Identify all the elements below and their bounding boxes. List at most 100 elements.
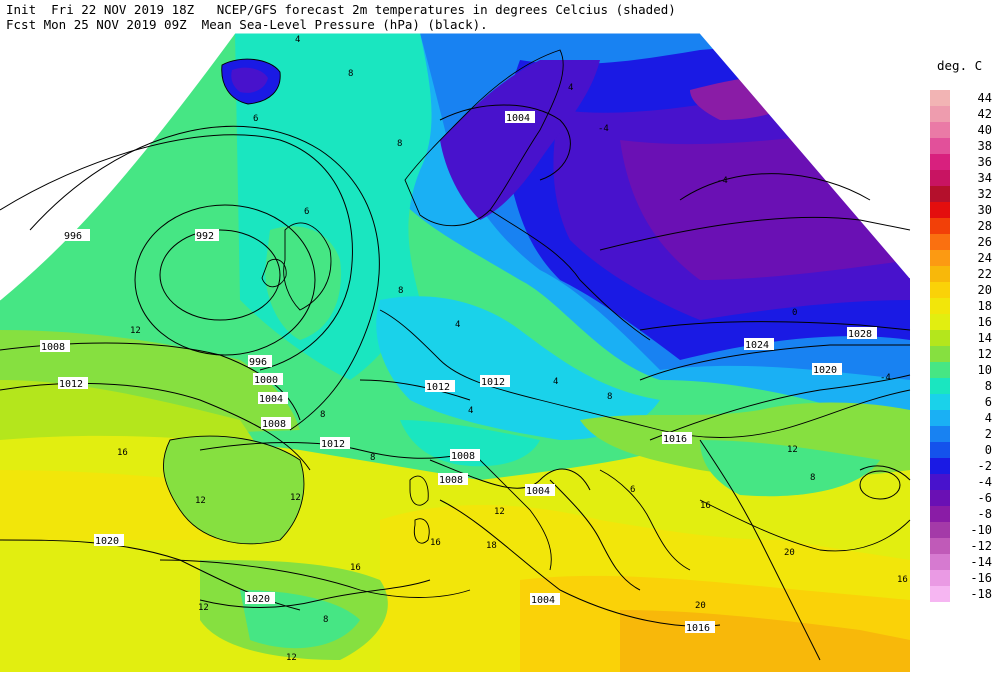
legend-swatch: [930, 298, 950, 314]
legend-swatch: [930, 186, 950, 202]
legend-title: deg. C: [937, 58, 983, 73]
legend-swatch: [930, 266, 950, 282]
legend-entry: 6: [930, 394, 1000, 410]
isobar-label: 1020: [246, 594, 270, 605]
temp-label: 6: [304, 207, 309, 217]
map-header-line1: Init Fri 22 NOV 2019 18Z NCEP/GFS foreca…: [6, 2, 676, 17]
temp-label: 16: [897, 575, 908, 585]
isobar-label: 1008: [451, 451, 475, 462]
legend-entry: 0: [930, 442, 1000, 458]
temperature-labels: 4 8 6 8 6 12 4 8 4 12 12 8 4 8 16 -4 -4 …: [117, 35, 908, 663]
legend-entry: -2: [930, 458, 1000, 474]
temp-label: 8: [320, 410, 325, 420]
legend-entry: 34: [930, 170, 1000, 186]
legend-label: 18: [977, 299, 992, 313]
legend-swatch: [930, 538, 950, 554]
legend-label: 30: [977, 203, 992, 217]
legend-swatch: [930, 314, 950, 330]
legend-label: 26: [977, 235, 992, 249]
legend-swatch: [930, 90, 950, 106]
temp-label: 0: [792, 308, 797, 318]
legend-label: -8: [977, 507, 992, 521]
legend-entry: -6: [930, 490, 1000, 506]
legend-label: 12: [977, 347, 992, 361]
legend-swatch: [930, 218, 950, 234]
legend-entry: -8: [930, 506, 1000, 522]
legend-swatch: [930, 394, 950, 410]
legend-swatch: [930, 490, 950, 506]
isobar-label: 1008: [439, 475, 463, 486]
temp-label: 8: [397, 139, 402, 149]
legend-entry: 38: [930, 138, 1000, 154]
legend-swatch: [930, 202, 950, 218]
legend-swatch: [930, 170, 950, 186]
temp-label: 4: [455, 320, 460, 330]
legend-entry: 22: [930, 266, 1000, 282]
isobar-label: 1012: [59, 379, 83, 390]
legend-label: 42: [977, 107, 992, 121]
isobar-label: 1016: [663, 434, 687, 445]
legend-entry: 16: [930, 314, 1000, 330]
legend-swatch: [930, 474, 950, 490]
legend-swatch: [930, 570, 950, 586]
legend-swatch: [930, 586, 950, 602]
temp-label: 6: [253, 114, 258, 124]
legend-entry: 20: [930, 282, 1000, 298]
temp-label: 8: [323, 615, 328, 625]
isobar-label: 1012: [481, 377, 505, 388]
temp-label: 16: [117, 448, 128, 458]
temp-label: 4: [553, 377, 558, 387]
legend-entry: 8: [930, 378, 1000, 394]
isobar-label: 1016: [686, 623, 710, 634]
temp-label: 16: [350, 563, 361, 573]
legend-label: -6: [977, 491, 992, 505]
isobar-label: 1024: [745, 340, 769, 351]
legend-swatch: [930, 138, 950, 154]
isobar-label: 1012: [426, 382, 450, 393]
legend-swatch: [930, 106, 950, 122]
legend-label: 16: [977, 315, 992, 329]
legend-label: -2: [977, 459, 992, 473]
legend-label: 2: [984, 427, 992, 441]
temp-label: 16: [430, 538, 441, 548]
legend-label: -16: [970, 571, 992, 585]
legend-swatch: [930, 554, 950, 570]
legend-entry: 10: [930, 362, 1000, 378]
isobar-label: 996: [249, 357, 267, 368]
temp-label: -4: [598, 124, 609, 134]
temp-label: 12: [286, 653, 297, 663]
isobar-label: 1004: [506, 113, 530, 124]
legend-label: 24: [977, 251, 992, 265]
temp-label: 6: [630, 485, 635, 495]
legend-label: 22: [977, 267, 992, 281]
legend-label: 20: [977, 283, 992, 297]
legend-entry: 28: [930, 218, 1000, 234]
coastlines: [159, 49, 911, 598]
legend-entry: 30: [930, 202, 1000, 218]
temp-label: 18: [486, 541, 497, 551]
legend-swatch: [930, 522, 950, 538]
legend-entry: 24: [930, 250, 1000, 266]
legend-swatch: [930, 154, 950, 170]
temp-label: 12: [195, 496, 206, 506]
temp-label: 20: [784, 548, 795, 558]
legend-entry: 12: [930, 346, 1000, 362]
legend-label: 0: [984, 443, 992, 457]
legend-swatch: [930, 378, 950, 394]
legend-swatch: [930, 426, 950, 442]
isobar-label: 1004: [526, 486, 550, 497]
temp-label: 12: [787, 445, 798, 455]
temp-label: 4: [568, 83, 573, 93]
temp-label: 8: [370, 453, 375, 463]
legend-swatch: [930, 458, 950, 474]
legend-swatch: [930, 234, 950, 250]
temp-label: 12: [290, 493, 301, 503]
temp-label: -4: [880, 373, 891, 383]
temp-label: 16: [700, 501, 711, 511]
isobar-label: 1004: [259, 394, 283, 405]
legend-label: -10: [970, 523, 992, 537]
legend-label: 28: [977, 219, 992, 233]
temp-label: 12: [494, 507, 505, 517]
isobar-label: 1004: [531, 595, 555, 606]
legend-swatch: [930, 122, 950, 138]
